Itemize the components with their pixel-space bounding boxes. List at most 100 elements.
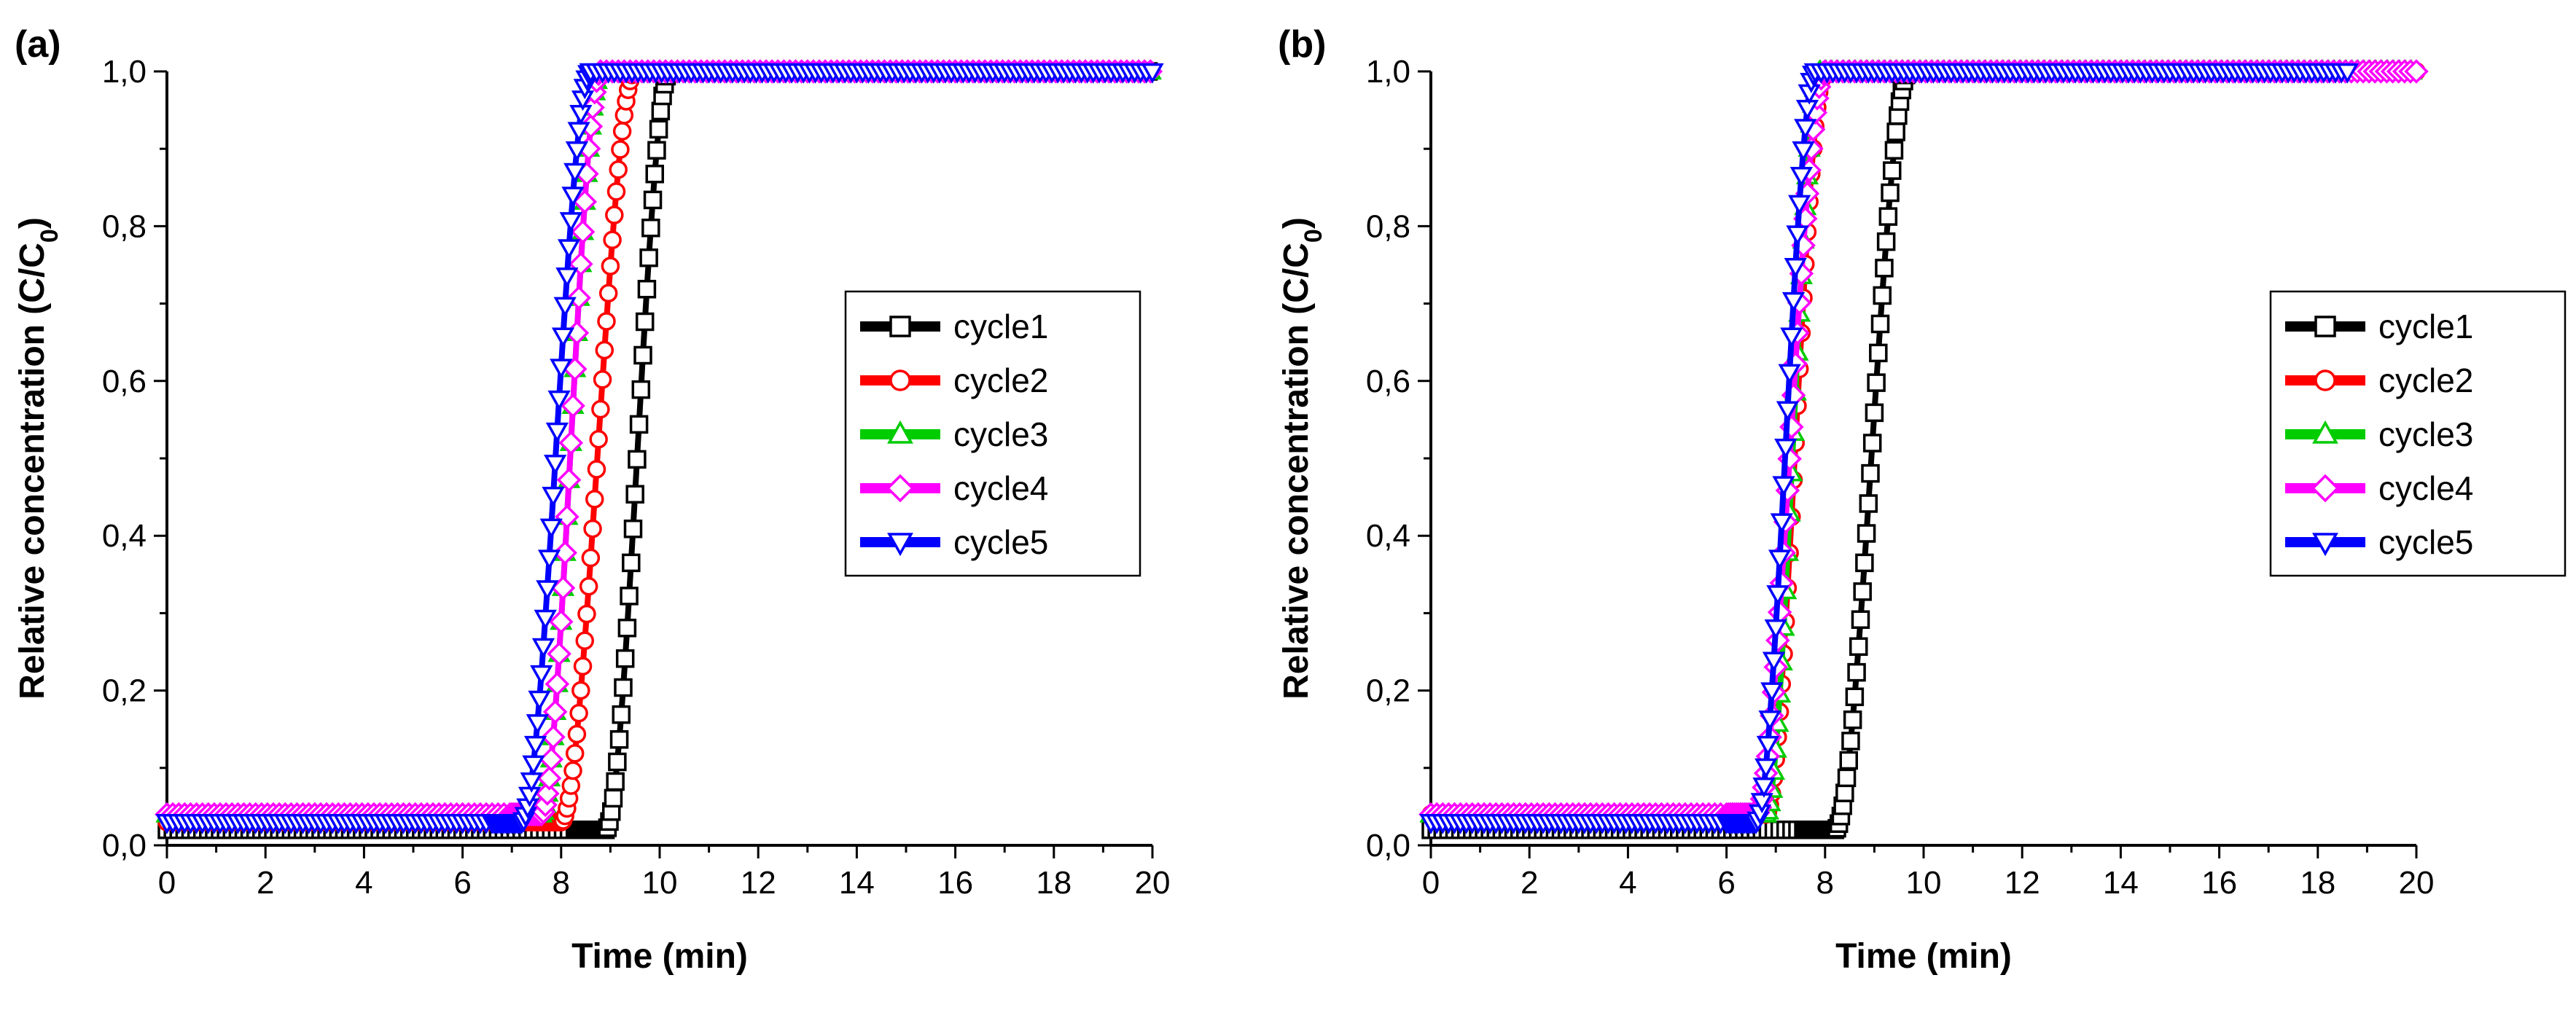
data-point	[587, 460, 606, 479]
data-point	[549, 609, 574, 634]
data-point	[649, 120, 668, 139]
data-point	[541, 724, 566, 750]
y-tick-label: 0,0	[102, 828, 147, 864]
data-point	[1865, 403, 1884, 423]
data-point	[635, 312, 655, 332]
x-tick-label: 2	[1521, 865, 1538, 901]
series-line	[1431, 69, 1911, 833]
data-point	[1886, 122, 1905, 141]
x-tick-label: 6	[1717, 865, 1735, 901]
data-point	[609, 160, 628, 179]
data-point	[605, 205, 624, 224]
x-tick-label: 16	[937, 865, 973, 901]
data-point	[561, 187, 585, 208]
x-tick-label: 14	[839, 865, 875, 901]
data-point	[567, 122, 590, 143]
legend-swatch-marker	[886, 474, 915, 503]
data-point	[597, 312, 616, 331]
data-point	[555, 504, 579, 529]
data-point	[1869, 343, 1888, 363]
series-line	[1431, 68, 2416, 818]
data-point	[1835, 783, 1854, 802]
x-tick-label: 4	[1619, 865, 1636, 901]
data-point	[1878, 207, 1898, 226]
data-point	[553, 540, 577, 565]
data-point	[2404, 59, 2429, 84]
data-point	[1756, 735, 1780, 756]
data-point	[1849, 637, 1868, 656]
legend-swatch-marker	[889, 316, 911, 337]
x-tick-label: 8	[1816, 865, 1834, 901]
data-point	[1786, 225, 1809, 246]
data-point	[530, 665, 553, 686]
data-point	[1792, 141, 1815, 162]
legend-item-cycle1: cycle1	[2285, 308, 2473, 345]
data-point	[1778, 364, 1801, 385]
data-point	[1839, 751, 1858, 770]
y-axis-title-subscript: 0	[1300, 229, 1327, 243]
legend-label: cycle3	[953, 415, 1048, 453]
legend-label: cycle2	[2378, 361, 2473, 399]
data-point	[1857, 524, 1876, 543]
data-point	[623, 520, 643, 539]
panel-b: (b) 0 2 4 6 8 10 12 14 16 18 20 0,0 0,2 0,4 0,6 0,8 1,0 Ti…	[1277, 23, 2567, 976]
data-point	[1876, 232, 1896, 251]
data-point	[544, 455, 567, 475]
data-point	[1141, 63, 1164, 84]
legend-item-cycle2: cycle2	[2285, 361, 2473, 399]
data-point	[1784, 257, 1807, 278]
data-point	[1768, 549, 1792, 571]
data-point	[651, 101, 671, 121]
y-axis-title-main: Relative concentration (C/C	[1277, 243, 1316, 700]
data-point	[536, 766, 562, 791]
y-axis-title: Relative concentration (C/C0)	[13, 217, 63, 700]
data-point	[557, 239, 581, 260]
legend-label: cycle1	[953, 308, 1048, 345]
legend-swatch-marker	[2314, 369, 2336, 391]
data-point	[581, 548, 601, 568]
data-point	[1766, 585, 1789, 606]
data-point	[598, 283, 618, 303]
data-point	[539, 518, 563, 539]
data-point	[1867, 373, 1886, 392]
data-point	[1862, 434, 1882, 453]
x-tick-label: 18	[1036, 865, 1072, 901]
y-axis-title-end: )	[13, 217, 52, 229]
x-tick-label: 10	[642, 865, 678, 901]
data-point	[643, 190, 663, 210]
data-point	[565, 141, 589, 162]
legend: cycle1 cycle2 cycle3 cycle4 cycle5	[2269, 290, 2567, 577]
data-point	[1781, 291, 1806, 313]
x-tick-label: 16	[2201, 865, 2237, 901]
legend-swatch-marker	[887, 533, 913, 557]
data-point	[1851, 610, 1870, 630]
data-point	[570, 219, 596, 244]
data-point	[1884, 141, 1904, 160]
data-point	[559, 212, 582, 233]
data-point	[589, 430, 608, 449]
y-tick-label: 0,8	[102, 208, 147, 244]
data-point	[561, 776, 581, 795]
data-point	[1760, 682, 1784, 703]
data-point	[526, 714, 549, 735]
data-point	[1752, 777, 1776, 798]
legend-item-cycle5: cycle5	[2285, 523, 2473, 561]
data-point	[1843, 710, 1862, 729]
legend-item-cycle4: cycle4	[2285, 469, 2473, 507]
legend-swatch-marker	[2314, 316, 2336, 337]
data-point	[620, 587, 639, 606]
legend-label: cycle3	[2378, 415, 2473, 453]
legend-item-cycle2: cycle2	[860, 361, 1048, 399]
series-cycle1	[1421, 62, 1919, 839]
data-point	[628, 450, 647, 469]
data-point	[612, 705, 631, 724]
data-point	[645, 164, 664, 184]
data-point	[566, 285, 591, 310]
data-point	[528, 690, 551, 711]
data-point	[547, 390, 571, 411]
data-point	[579, 576, 598, 596]
y-tick-label: 0,8	[1366, 208, 1410, 244]
legend-swatch-marker	[889, 369, 911, 391]
x-tick-label: 10	[1906, 865, 1942, 901]
y-tick-label: 0,6	[102, 364, 147, 399]
